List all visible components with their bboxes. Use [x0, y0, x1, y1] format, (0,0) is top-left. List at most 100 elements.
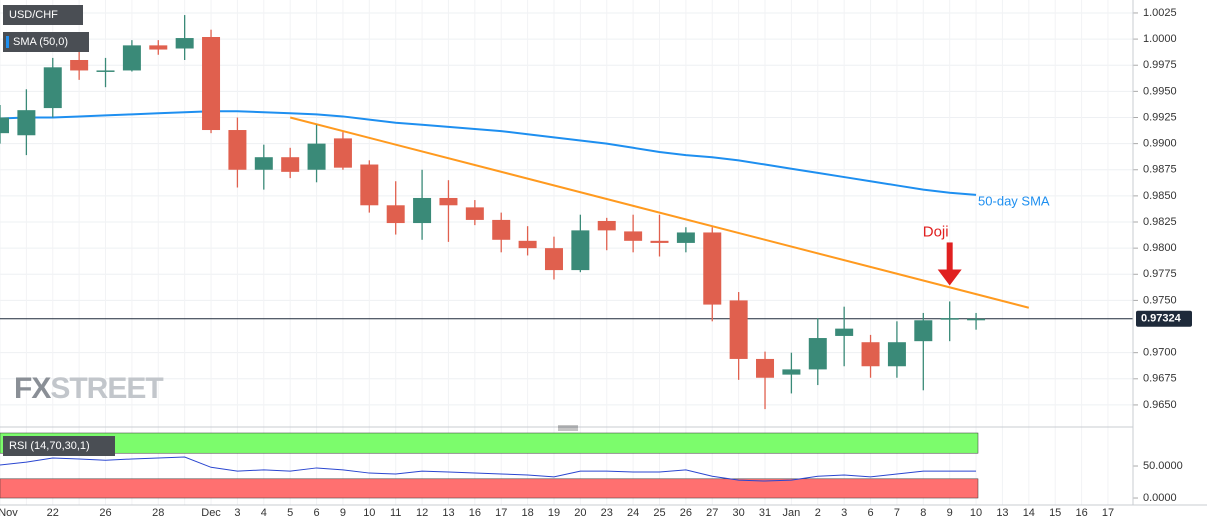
x-tick-label: 17: [495, 507, 507, 519]
candle-body: [624, 231, 643, 241]
candle-body: [756, 358, 775, 378]
candle-body: [0, 117, 9, 134]
annotation-text: Doji: [923, 223, 949, 240]
sma-label: SMA (50,0): [13, 36, 68, 48]
sma-swatch: [6, 36, 9, 48]
candle-body: [43, 67, 62, 109]
candle-body: [914, 320, 933, 342]
watermark-part: STREET: [50, 372, 163, 405]
x-tick-label: 14: [1023, 507, 1035, 519]
trendline: [289, 116, 1030, 309]
x-tick-label: 11: [390, 507, 401, 519]
x-tick-label: 2: [815, 507, 821, 519]
title-box: [3, 5, 83, 25]
candle-body: [861, 342, 880, 367]
x-tick-label: 30: [733, 507, 745, 519]
x-tick-label: 13: [996, 507, 1008, 519]
y-tick-label: 0.9925: [1143, 111, 1177, 123]
x-tick-label: 16: [469, 507, 481, 519]
x-tick-label: 10: [363, 507, 375, 519]
x-tick-label: 12: [416, 507, 428, 519]
y-tick-label: 1.0025: [1143, 7, 1177, 19]
x-tick-label: 3: [841, 507, 847, 519]
candle-body: [808, 338, 827, 370]
x-tick-label: 24: [627, 507, 639, 519]
y-tick-label: 0.9675: [1143, 373, 1177, 385]
candle-body: [729, 300, 748, 359]
x-tick-label: 17: [1102, 507, 1114, 519]
rsi-label: RSI (14,70,30,1): [9, 440, 90, 452]
candle-body: [281, 157, 300, 172]
candle-body: [413, 197, 432, 224]
title: USD/CHF: [9, 9, 58, 21]
x-tick-label: 9: [340, 507, 346, 519]
sma-line: [0, 110, 977, 196]
x-tick-label: 18: [521, 507, 533, 519]
candle-body: [333, 138, 352, 168]
x-tick-label: 28: [152, 507, 164, 519]
y-tick-label: 0.9825: [1143, 216, 1177, 228]
x-tick-label: 6: [867, 507, 873, 519]
x-tick-label: 3: [234, 507, 240, 519]
y-tick-label: 0.9800: [1143, 242, 1177, 254]
candle-body: [465, 207, 484, 220]
x-tick-label: 13: [442, 507, 454, 519]
x-tick-label: 20: [574, 507, 586, 519]
candle-body: [70, 59, 89, 71]
candle-body: [782, 369, 801, 375]
rsi-overbought-band: [0, 432, 979, 454]
y-tick-label: 0.9650: [1143, 399, 1177, 411]
plot: [0, 15, 1133, 499]
y-tick-label: 1.0000: [1143, 33, 1177, 45]
x-tick-label: 16: [1075, 507, 1087, 519]
panel-handle[interactable]: [558, 425, 578, 431]
labels: 1.0025 1.0000 0.9975 0.9950 0.9925 0.9900 0.98…: [0, 5, 1192, 519]
rsi-label-box: [3, 436, 115, 456]
candle-body: [650, 240, 669, 243]
rsi-tick-label: 0.0000: [1143, 492, 1177, 504]
candle-body: [439, 197, 458, 206]
y-tick-label: 0.9875: [1143, 164, 1177, 176]
rsi-oversold-band: [0, 478, 979, 499]
candle-body: [703, 232, 722, 305]
candle-body: [96, 70, 115, 72]
candle-body: [202, 37, 221, 131]
candle-body: [122, 45, 141, 71]
x-tick-label: 5: [287, 507, 293, 519]
last-price-label: 0.97324: [1141, 313, 1182, 325]
x-tick-label: 26: [680, 507, 692, 519]
candle-body: [149, 45, 168, 50]
x-tick-label: 15: [1049, 507, 1061, 519]
x-tick-label: 4: [261, 507, 267, 519]
candle-body: [175, 38, 194, 49]
x-tick-label: 10: [970, 507, 982, 519]
x-tick-label: 6: [313, 507, 319, 519]
x-tick-label: 25: [653, 507, 665, 519]
x-tick-label: 19: [548, 507, 560, 519]
candle-body: [887, 342, 906, 367]
y-tick-label: 0.9700: [1143, 347, 1177, 359]
annotation-arrow-head: [937, 269, 962, 286]
candle-body: [571, 230, 590, 271]
y-tick-label: 0.9750: [1143, 294, 1177, 306]
watermark-part: FX: [14, 372, 51, 405]
candle-body: [307, 143, 326, 170]
candle-body: [597, 220, 616, 231]
rsi-line: [0, 456, 977, 482]
annotation-arrow-shaft: [946, 242, 953, 271]
last-price-tag: [1136, 310, 1192, 327]
y-tick-label: 0.9975: [1143, 59, 1177, 71]
candle-body: [228, 130, 247, 170]
candle-body: [386, 205, 405, 224]
y-tick-label: 0.9900: [1143, 138, 1177, 150]
y-tick-label: 0.9950: [1143, 85, 1177, 97]
x-tick-label: 8: [920, 507, 926, 519]
sma-name: 50-day SMA: [978, 193, 1050, 208]
candle-body: [492, 219, 511, 240]
x-tick-label: 7: [894, 507, 900, 519]
candle-body: [17, 110, 36, 136]
x-tick-label: Jan: [783, 507, 801, 519]
y-tick-label: 0.9850: [1143, 190, 1177, 202]
x-tick-label: Dec: [201, 507, 221, 519]
watermark: FXSTREET: [14, 372, 163, 405]
